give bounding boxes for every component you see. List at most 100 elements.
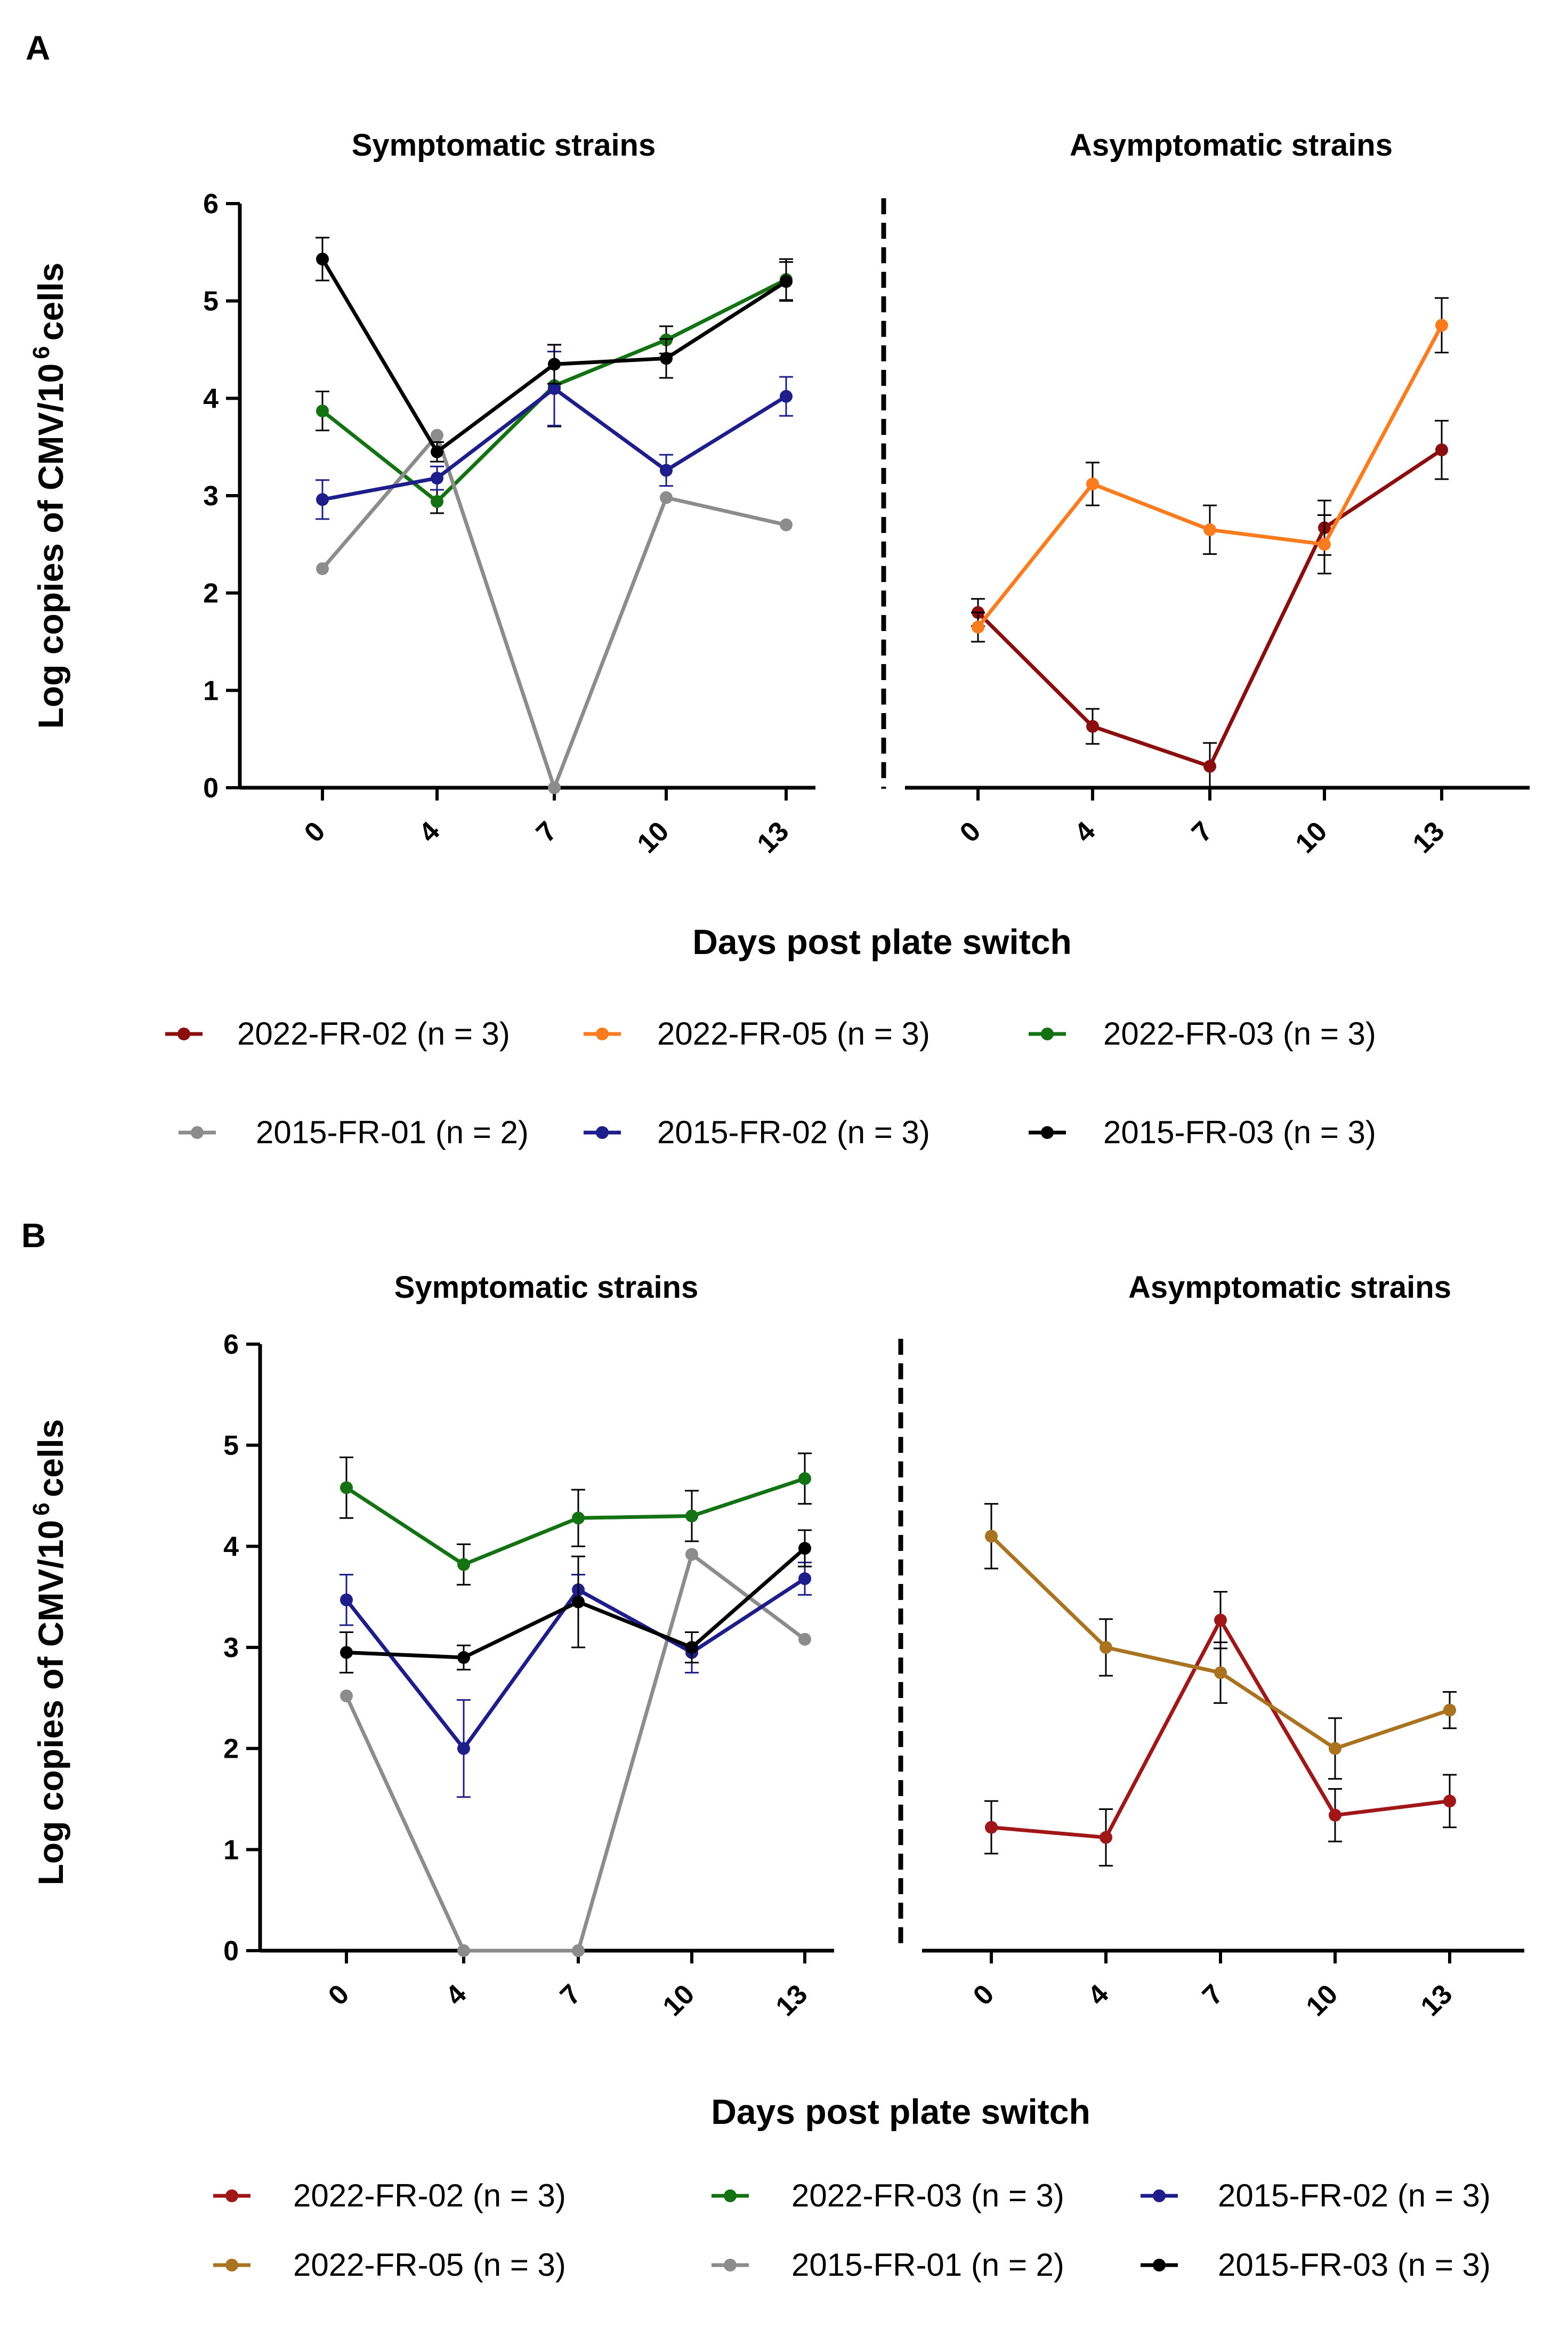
legend-swatch-marker [1153,2189,1166,2202]
legend-label: 2022-FR-05 (n = 3) [657,1016,930,1052]
legend-swatch-marker [225,2259,238,2272]
data-point [660,352,673,365]
legend-item: 2022-FR-02 (n = 3) [213,2178,566,2213]
y-tick-label: 3 [203,481,219,512]
x-tick-label: 0 [954,815,987,848]
y-tick-label: 3 [223,1632,239,1663]
data-point [431,472,443,485]
legend-label: 2022-FR-03 (n = 3) [791,2178,1064,2213]
y-tick-label: 4 [223,1531,239,1562]
data-point [457,1651,470,1664]
legend-item: 2022-FR-05 (n = 3) [213,2247,566,2283]
legend-swatch-marker [191,1126,204,1139]
data-point [1086,720,1099,733]
series-2022-fr-02 [984,1591,1457,1867]
data-point [457,1944,470,1957]
legend-item: 2015-FR-01 (n = 2) [179,1114,529,1150]
x-tick-label: 10 [632,815,675,859]
legend-swatch-marker [225,2189,238,2202]
x-tick-label: 10 [1290,815,1333,859]
legend-swatch-marker [724,2189,737,2202]
panel-a-letter: A [26,29,50,67]
data-point [340,1481,353,1494]
x-tick-label: 13 [1415,1978,1459,2022]
legend-label: 2022-FR-02 (n = 3) [293,2178,566,2213]
legend-item: 2022-FR-03 (n = 3) [1029,1016,1376,1052]
legend-item: 2015-FR-02 (n = 3) [584,1114,930,1150]
y-tick-label: 5 [203,286,219,317]
data-point [1214,1613,1227,1627]
legend-label: 2015-FR-03 (n = 3) [1218,2247,1491,2283]
data-point [1329,1808,1341,1822]
x-axis-title: Days post plate switch [711,2092,1090,2131]
legend-item: 2022-FR-05 (n = 3) [584,1016,930,1052]
legend-label: 2015-FR-03 (n = 3) [1103,1114,1376,1150]
data-point [548,781,561,794]
group-title: Symptomatic strains [394,1270,699,1305]
data-point [572,1595,585,1608]
group-title: Asymptomatic strains [1128,1270,1451,1305]
y-axis-title: Log copies of CMV/10 6 cells [28,1419,70,1885]
data-point [1443,1794,1456,1808]
data-point [780,390,793,403]
data-point [548,382,561,395]
data-point [457,1742,470,1755]
y-axis-title-suffix: cells [31,1419,70,1497]
legend-item: 2022-FR-02 (n = 3) [165,1016,510,1052]
data-point [316,253,329,266]
data-point [548,358,561,371]
data-point [572,1944,585,1957]
y-tick-label: 4 [203,383,219,414]
data-point [1329,1742,1341,1755]
data-point [431,445,443,458]
data-point [780,518,793,531]
data-point [798,1542,811,1555]
y-tick-label: 6 [203,189,219,220]
x-tick-label: 13 [1407,815,1451,859]
legend-swatch-marker [724,2259,737,2272]
legend-item: 2022-FR-03 (n = 3) [712,2178,1064,2213]
legend-label: 2022-FR-02 (n = 3) [237,1016,510,1052]
x-tick-label: 10 [657,1978,701,2022]
data-point [340,1690,353,1703]
x-tick-label: 0 [298,815,331,848]
series-2022-fr-02 [971,419,1449,789]
panel-a: A 0 1 2 3 4 5 6 Log copies of CMV/10 6 cells Days … [26,29,1530,1150]
y-tick-label: 0 [223,1936,239,1967]
panel-b-letter: B [21,1216,46,1255]
legend-label: 2015-FR-02 (n = 3) [1218,2178,1491,2213]
series-2015-fr-02 [316,351,793,520]
y-axis-title-text: Log copies of CMV/10 [31,1520,70,1886]
data-point [340,1646,353,1659]
data-point [972,620,984,634]
legend-label: 2015-FR-02 (n = 3) [657,1114,930,1150]
legend-label: 2022-FR-05 (n = 3) [293,2247,566,2283]
group-title: Asymptomatic strains [1070,128,1393,163]
legend-label: 2022-FR-03 (n = 3) [1103,1016,1376,1052]
data-point [1100,1831,1112,1844]
y-axis-title: Log copies of CMV/10 6 cells [28,262,70,729]
x-axis-title: Days post plate switch [692,922,1072,961]
legend-label: 2015-FR-01 (n = 2) [256,1114,529,1150]
data-point [316,562,329,575]
legend-item: 2015-FR-03 (n = 3) [1029,1114,1376,1150]
data-point [985,1821,998,1834]
legend-swatch-marker [177,1028,190,1040]
legend-swatch-marker [1041,1126,1054,1139]
series-line [976,324,1444,628]
y-axis-title-text: Log copies of CMV/10 [31,363,70,729]
legend-swatch-marker [596,1028,609,1040]
x-tick-label: 7 [1197,1978,1229,2011]
series-line [976,448,1443,769]
legend-label: 2015-FR-01 (n = 2) [791,2247,1064,2283]
x-tick-label: 7 [1186,815,1218,848]
data-point [780,275,793,288]
data-point [1100,1641,1112,1654]
data-point [1203,759,1216,773]
data-point [457,1558,470,1571]
x-tick-label: 0 [967,1978,1000,2011]
data-point [572,1511,585,1525]
y-tick-label: 2 [203,578,219,609]
series-2015-fr-03 [340,1529,812,1674]
